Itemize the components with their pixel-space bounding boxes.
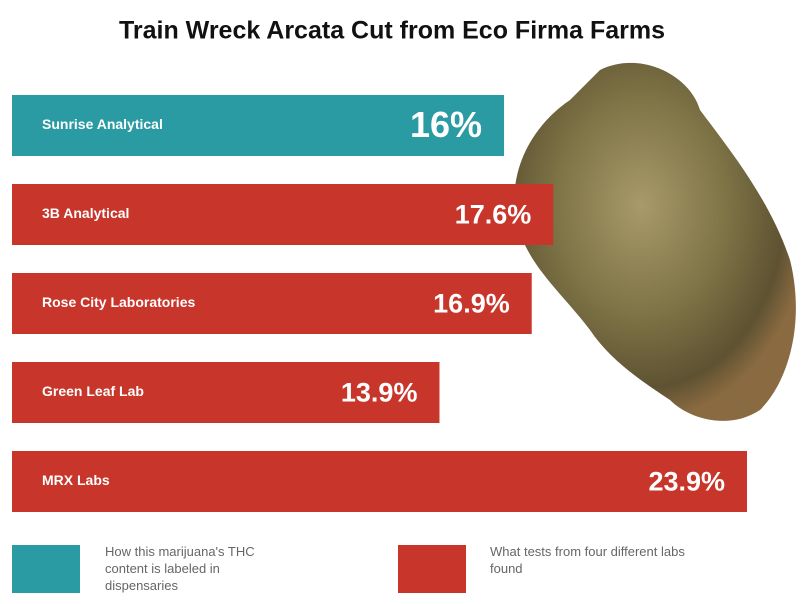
legend-swatch: [12, 545, 80, 593]
bar: [12, 273, 532, 334]
value-label: 17.6%: [455, 200, 532, 230]
bud-image: [514, 62, 796, 421]
bar: [12, 451, 747, 512]
bar: [12, 184, 554, 245]
category-label: 3B Analytical: [42, 205, 129, 221]
bar: [12, 362, 440, 423]
category-label: Green Leaf Lab: [42, 383, 144, 399]
category-label: Rose City Laboratories: [42, 294, 195, 310]
category-label: Sunrise Analytical: [42, 116, 163, 132]
value-label: 13.9%: [341, 378, 418, 408]
value-label: 16%: [410, 104, 482, 145]
chart-title: Train Wreck Arcata Cut from Eco Firma Fa…: [119, 17, 665, 45]
value-label: 16.9%: [433, 289, 510, 319]
legend-swatch: [398, 545, 466, 593]
category-label: MRX Labs: [42, 472, 110, 488]
value-label: 23.9%: [648, 467, 725, 497]
legend-label: How this marijuana's THC content is labe…: [105, 544, 255, 593]
legend-label: What tests from four different labs foun…: [490, 544, 685, 576]
bar: [12, 95, 505, 156]
